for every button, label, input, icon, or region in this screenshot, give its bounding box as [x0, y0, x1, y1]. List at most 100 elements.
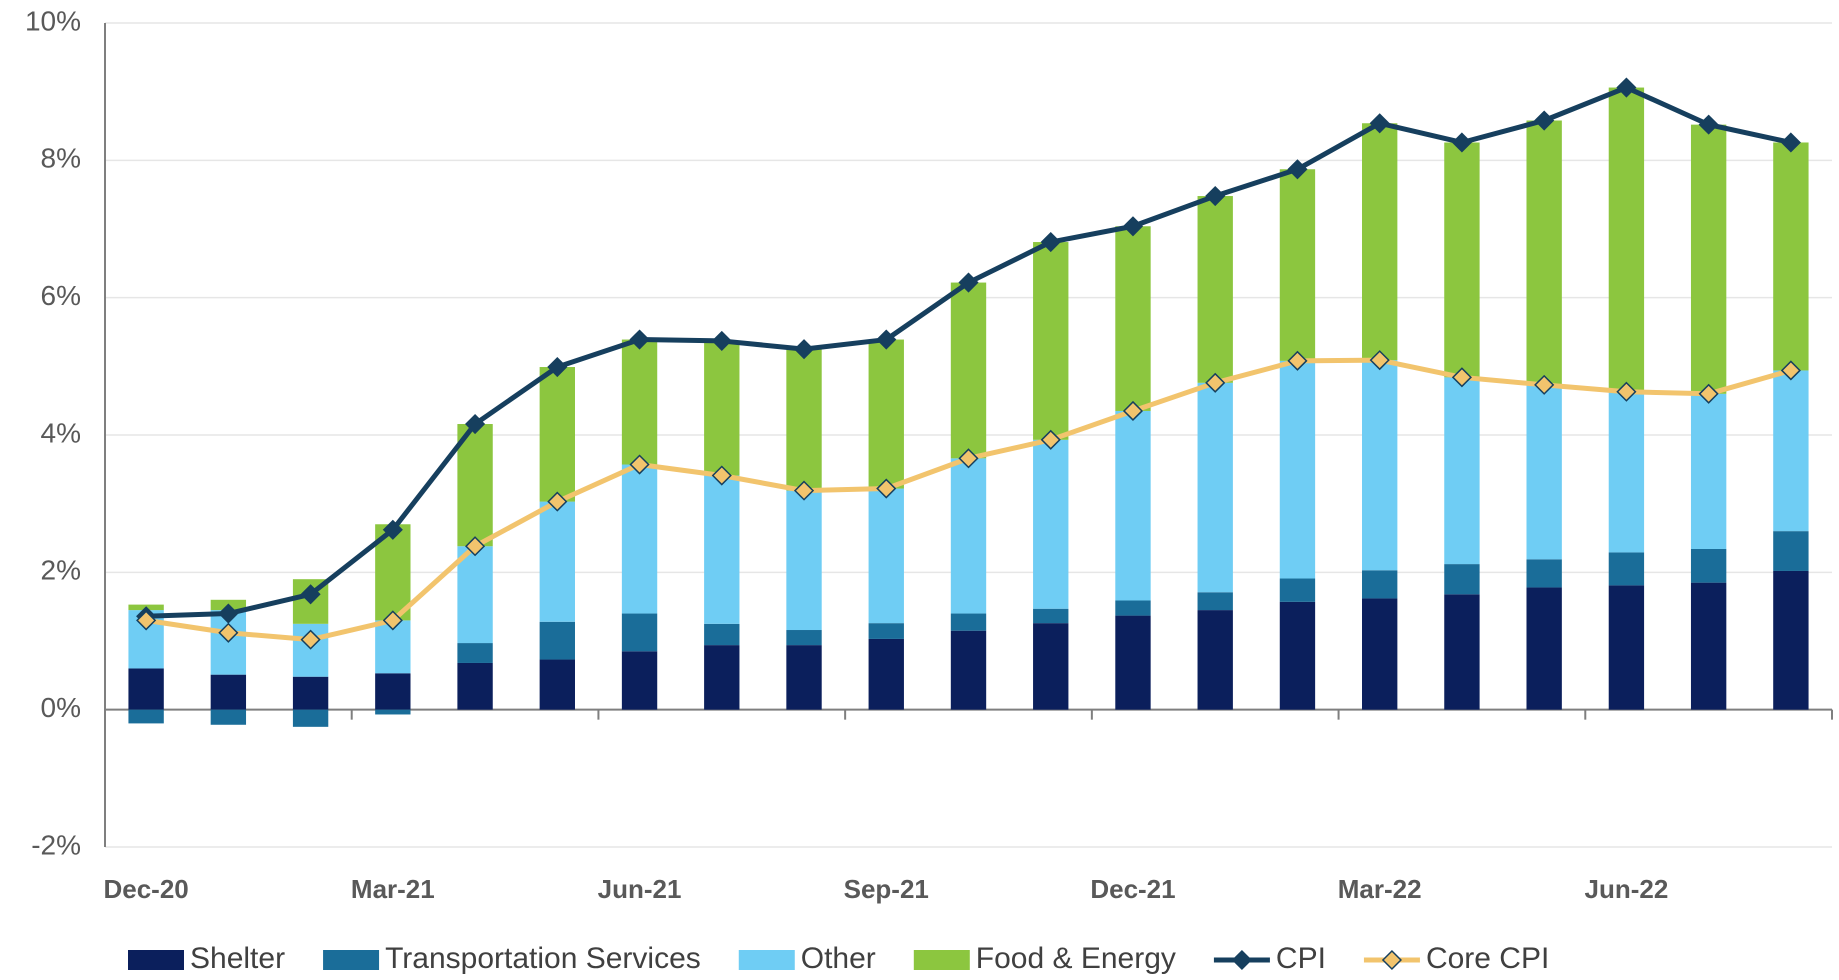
y-tick-label: -2%: [31, 829, 81, 860]
marker: [1451, 132, 1472, 153]
marker: [1698, 114, 1719, 135]
bar-segment: [786, 630, 822, 646]
bar-segment: [292, 676, 329, 710]
bar-segment: [1608, 585, 1645, 710]
bar-segment: [868, 623, 904, 639]
marker: [958, 272, 979, 293]
bar-segment: [292, 709, 329, 727]
marker: [629, 329, 650, 350]
x-tick-label: Dec-20: [103, 874, 188, 904]
bar-segment: [457, 643, 493, 663]
bar-segment: [1444, 377, 1480, 565]
bar-segment: [786, 349, 822, 491]
bar-segment: [950, 630, 987, 710]
x-tick-label: Sep-21: [844, 874, 929, 904]
bar-segment: [1362, 570, 1398, 599]
bar-segment: [457, 424, 493, 547]
bar-segment: [868, 638, 904, 710]
bar-segment: [1690, 548, 1727, 583]
marker: [1040, 429, 1061, 450]
marker: [1287, 159, 1308, 180]
bar-segment: [1197, 610, 1233, 710]
marker: [218, 603, 239, 624]
bar-segment: [786, 645, 822, 710]
marker: [1780, 360, 1801, 381]
marker: [1369, 113, 1390, 134]
bar-segment: [950, 282, 987, 459]
marker: [1534, 110, 1555, 131]
marker: [793, 480, 815, 501]
bar-segment: [1362, 123, 1398, 361]
bar-segment: [621, 464, 658, 614]
x-tick-label: Jun-21: [598, 874, 682, 904]
bar-segment: [1773, 531, 1809, 571]
legend-swatch: [913, 950, 970, 970]
marker: [711, 330, 732, 351]
y-tick-label: 0%: [41, 692, 81, 723]
legend-label: Food & Energy: [976, 942, 1176, 975]
bar-segment: [375, 709, 411, 715]
y-tick-label: 4%: [41, 417, 81, 448]
bar-segment: [1033, 439, 1069, 609]
bar-segment: [1115, 226, 1151, 411]
x-tick-label: Dec-21: [1090, 874, 1175, 904]
bar-segment: [375, 673, 411, 710]
marker: [382, 519, 403, 540]
bar-segment: [1444, 142, 1480, 378]
bar-segment: [128, 709, 164, 724]
bar-segment: [1773, 570, 1809, 710]
bar-segment: [1362, 598, 1398, 710]
bar-segment: [1362, 360, 1398, 571]
bar-segment: [210, 709, 247, 725]
marker: [300, 584, 321, 605]
bar-segment: [1279, 169, 1316, 361]
bar-segment: [1197, 592, 1233, 611]
legend-label: CPI: [1276, 942, 1326, 975]
bar-segment: [704, 623, 740, 646]
marker: [465, 536, 486, 557]
legend-label: Transportation Services: [385, 942, 701, 975]
bar-segment: [1279, 360, 1316, 579]
bar-segment: [621, 613, 658, 652]
y-tick-label: 10%: [25, 5, 81, 36]
bar-segment: [210, 674, 247, 710]
bar-segment: [457, 546, 493, 644]
marker: [1205, 185, 1226, 207]
bar-segment: [621, 651, 658, 710]
bar-segment: [704, 475, 740, 624]
bar-segment: [950, 613, 987, 631]
x-tick-label: Jun-22: [1584, 874, 1668, 904]
marker: [1616, 77, 1637, 98]
bar-segment: [539, 621, 575, 660]
marker: [1616, 381, 1637, 402]
marker: [547, 356, 568, 378]
bar-segment: [1690, 124, 1727, 394]
bar-segment: [704, 340, 740, 476]
bar-segment: [1608, 391, 1645, 553]
marker: [958, 448, 979, 469]
y-tick-label: 6%: [41, 280, 81, 311]
marker: [1040, 231, 1061, 253]
bar-segment: [539, 659, 575, 710]
bar-segment: [1115, 615, 1151, 710]
legend-label: Core CPI: [1426, 942, 1549, 975]
bar-segment: [1690, 582, 1727, 710]
y-tick-label: 8%: [41, 143, 81, 174]
marker: [136, 610, 157, 631]
marker: [547, 491, 568, 512]
marker: [300, 629, 321, 650]
bar-segment: [1115, 600, 1151, 616]
marker: [1369, 350, 1390, 371]
bar-segment: [539, 367, 575, 502]
bar-segment: [1279, 578, 1316, 602]
bar-segment: [868, 339, 904, 489]
bar-segment: [1526, 559, 1562, 588]
bar-segment: [868, 488, 904, 624]
bar-segment: [786, 490, 822, 631]
marker: [876, 478, 897, 499]
x-tick-label: Mar-22: [1338, 874, 1422, 904]
bar-segment: [1608, 87, 1645, 392]
legend-swatch: [323, 950, 380, 970]
bar-segment: [1773, 370, 1809, 532]
